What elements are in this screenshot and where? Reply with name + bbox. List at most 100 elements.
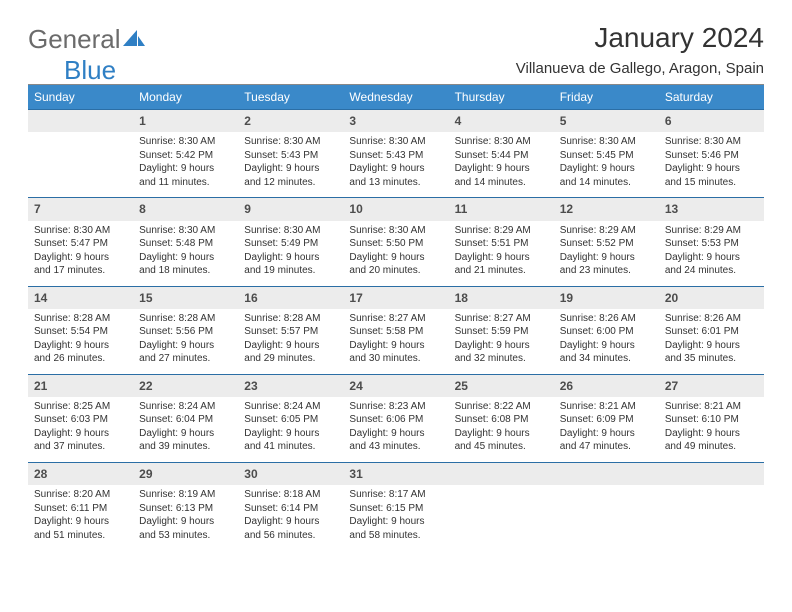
sunrise-text: Sunrise: 8:30 AM xyxy=(139,224,231,238)
day-cell: Sunrise: 8:30 AMSunset: 5:50 PMDaylight:… xyxy=(343,221,448,286)
daylight-line1: Daylight: 9 hours xyxy=(34,427,126,441)
sunrise-text: Sunrise: 8:30 AM xyxy=(665,135,757,149)
day-number xyxy=(659,463,764,485)
sunrise-text: Sunrise: 8:20 AM xyxy=(34,488,126,502)
day-number: 3 xyxy=(343,110,448,132)
day-number: 23 xyxy=(238,375,343,397)
day-cell: Sunrise: 8:25 AMSunset: 6:03 PMDaylight:… xyxy=(28,397,133,462)
sunset-text: Sunset: 5:45 PM xyxy=(560,149,652,163)
calendar-grid: SundayMondayTuesdayWednesdayThursdayFrid… xyxy=(28,84,764,550)
data-row: Sunrise: 8:20 AMSunset: 6:11 PMDaylight:… xyxy=(28,485,764,550)
daylight-line1: Daylight: 9 hours xyxy=(139,427,231,441)
daylight-line2: and 56 minutes. xyxy=(244,529,336,543)
day-number: 7 xyxy=(28,198,133,220)
sunset-text: Sunset: 5:51 PM xyxy=(455,237,547,251)
day-cell: Sunrise: 8:30 AMSunset: 5:43 PMDaylight:… xyxy=(238,132,343,197)
daylight-line2: and 24 minutes. xyxy=(665,264,757,278)
day-cell: Sunrise: 8:30 AMSunset: 5:45 PMDaylight:… xyxy=(554,132,659,197)
day-number: 1 xyxy=(133,110,238,132)
sunrise-text: Sunrise: 8:28 AM xyxy=(244,312,336,326)
day-number: 27 xyxy=(659,375,764,397)
day-cell: Sunrise: 8:27 AMSunset: 5:59 PMDaylight:… xyxy=(449,309,554,374)
sunrise-text: Sunrise: 8:27 AM xyxy=(455,312,547,326)
daylight-line1: Daylight: 9 hours xyxy=(665,427,757,441)
sunrise-text: Sunrise: 8:28 AM xyxy=(34,312,126,326)
daylight-line2: and 43 minutes. xyxy=(349,440,441,454)
day-cell: Sunrise: 8:30 AMSunset: 5:44 PMDaylight:… xyxy=(449,132,554,197)
daylight-line1: Daylight: 9 hours xyxy=(349,339,441,353)
sunrise-text: Sunrise: 8:28 AM xyxy=(139,312,231,326)
day-number: 28 xyxy=(28,463,133,485)
daylight-line2: and 47 minutes. xyxy=(560,440,652,454)
weekday-header: Friday xyxy=(554,85,659,109)
data-row: Sunrise: 8:25 AMSunset: 6:03 PMDaylight:… xyxy=(28,397,764,462)
daylight-line2: and 45 minutes. xyxy=(455,440,547,454)
day-number: 5 xyxy=(554,110,659,132)
day-number xyxy=(449,463,554,485)
daylight-line2: and 37 minutes. xyxy=(34,440,126,454)
day-cell: Sunrise: 8:18 AMSunset: 6:14 PMDaylight:… xyxy=(238,485,343,550)
daylight-line1: Daylight: 9 hours xyxy=(665,251,757,265)
daylight-line1: Daylight: 9 hours xyxy=(244,251,336,265)
weekday-header: Thursday xyxy=(449,85,554,109)
day-cell: Sunrise: 8:21 AMSunset: 6:10 PMDaylight:… xyxy=(659,397,764,462)
sunrise-text: Sunrise: 8:29 AM xyxy=(665,224,757,238)
sunset-text: Sunset: 6:10 PM xyxy=(665,413,757,427)
sunrise-text: Sunrise: 8:25 AM xyxy=(34,400,126,414)
daylight-line1: Daylight: 9 hours xyxy=(244,427,336,441)
sunrise-text: Sunrise: 8:30 AM xyxy=(34,224,126,238)
sunrise-text: Sunrise: 8:22 AM xyxy=(455,400,547,414)
daylight-line1: Daylight: 9 hours xyxy=(139,515,231,529)
daylight-line2: and 14 minutes. xyxy=(560,176,652,190)
day-cell xyxy=(28,132,133,197)
daylight-line2: and 15 minutes. xyxy=(665,176,757,190)
day-cell: Sunrise: 8:30 AMSunset: 5:48 PMDaylight:… xyxy=(133,221,238,286)
daylight-line1: Daylight: 9 hours xyxy=(665,162,757,176)
day-number: 24 xyxy=(343,375,448,397)
day-number: 17 xyxy=(343,287,448,309)
sunrise-text: Sunrise: 8:29 AM xyxy=(560,224,652,238)
daynum-row: 14151617181920 xyxy=(28,286,764,309)
daynum-row: 123456 xyxy=(28,109,764,132)
daylight-line1: Daylight: 9 hours xyxy=(34,515,126,529)
day-number: 9 xyxy=(238,198,343,220)
day-number xyxy=(554,463,659,485)
day-number: 19 xyxy=(554,287,659,309)
day-cell: Sunrise: 8:28 AMSunset: 5:56 PMDaylight:… xyxy=(133,309,238,374)
daylight-line2: and 29 minutes. xyxy=(244,352,336,366)
sunrise-text: Sunrise: 8:21 AM xyxy=(560,400,652,414)
sunset-text: Sunset: 5:59 PM xyxy=(455,325,547,339)
daylight-line1: Daylight: 9 hours xyxy=(349,251,441,265)
daylight-line2: and 27 minutes. xyxy=(139,352,231,366)
sunrise-text: Sunrise: 8:30 AM xyxy=(139,135,231,149)
day-cell: Sunrise: 8:27 AMSunset: 5:58 PMDaylight:… xyxy=(343,309,448,374)
sunrise-text: Sunrise: 8:19 AM xyxy=(139,488,231,502)
day-cell: Sunrise: 8:21 AMSunset: 6:09 PMDaylight:… xyxy=(554,397,659,462)
sunset-text: Sunset: 6:13 PM xyxy=(139,502,231,516)
day-cell: Sunrise: 8:30 AMSunset: 5:42 PMDaylight:… xyxy=(133,132,238,197)
sunset-text: Sunset: 5:52 PM xyxy=(560,237,652,251)
daylight-line2: and 17 minutes. xyxy=(34,264,126,278)
sunset-text: Sunset: 5:47 PM xyxy=(34,237,126,251)
day-number: 14 xyxy=(28,287,133,309)
day-cell xyxy=(659,485,764,550)
day-cell: Sunrise: 8:29 AMSunset: 5:51 PMDaylight:… xyxy=(449,221,554,286)
page-location: Villanueva de Gallego, Aragon, Spain xyxy=(516,60,764,77)
sunset-text: Sunset: 6:14 PM xyxy=(244,502,336,516)
daylight-line1: Daylight: 9 hours xyxy=(349,515,441,529)
daylight-line1: Daylight: 9 hours xyxy=(349,162,441,176)
day-cell: Sunrise: 8:30 AMSunset: 5:49 PMDaylight:… xyxy=(238,221,343,286)
sunset-text: Sunset: 6:09 PM xyxy=(560,413,652,427)
daylight-line2: and 19 minutes. xyxy=(244,264,336,278)
day-number: 22 xyxy=(133,375,238,397)
day-cell: Sunrise: 8:19 AMSunset: 6:13 PMDaylight:… xyxy=(133,485,238,550)
day-number: 16 xyxy=(238,287,343,309)
sunset-text: Sunset: 6:04 PM xyxy=(139,413,231,427)
sunrise-text: Sunrise: 8:30 AM xyxy=(560,135,652,149)
day-number: 25 xyxy=(449,375,554,397)
daylight-line2: and 34 minutes. xyxy=(560,352,652,366)
day-number: 10 xyxy=(343,198,448,220)
day-cell: Sunrise: 8:26 AMSunset: 6:01 PMDaylight:… xyxy=(659,309,764,374)
daylight-line1: Daylight: 9 hours xyxy=(139,251,231,265)
sunrise-text: Sunrise: 8:30 AM xyxy=(349,224,441,238)
